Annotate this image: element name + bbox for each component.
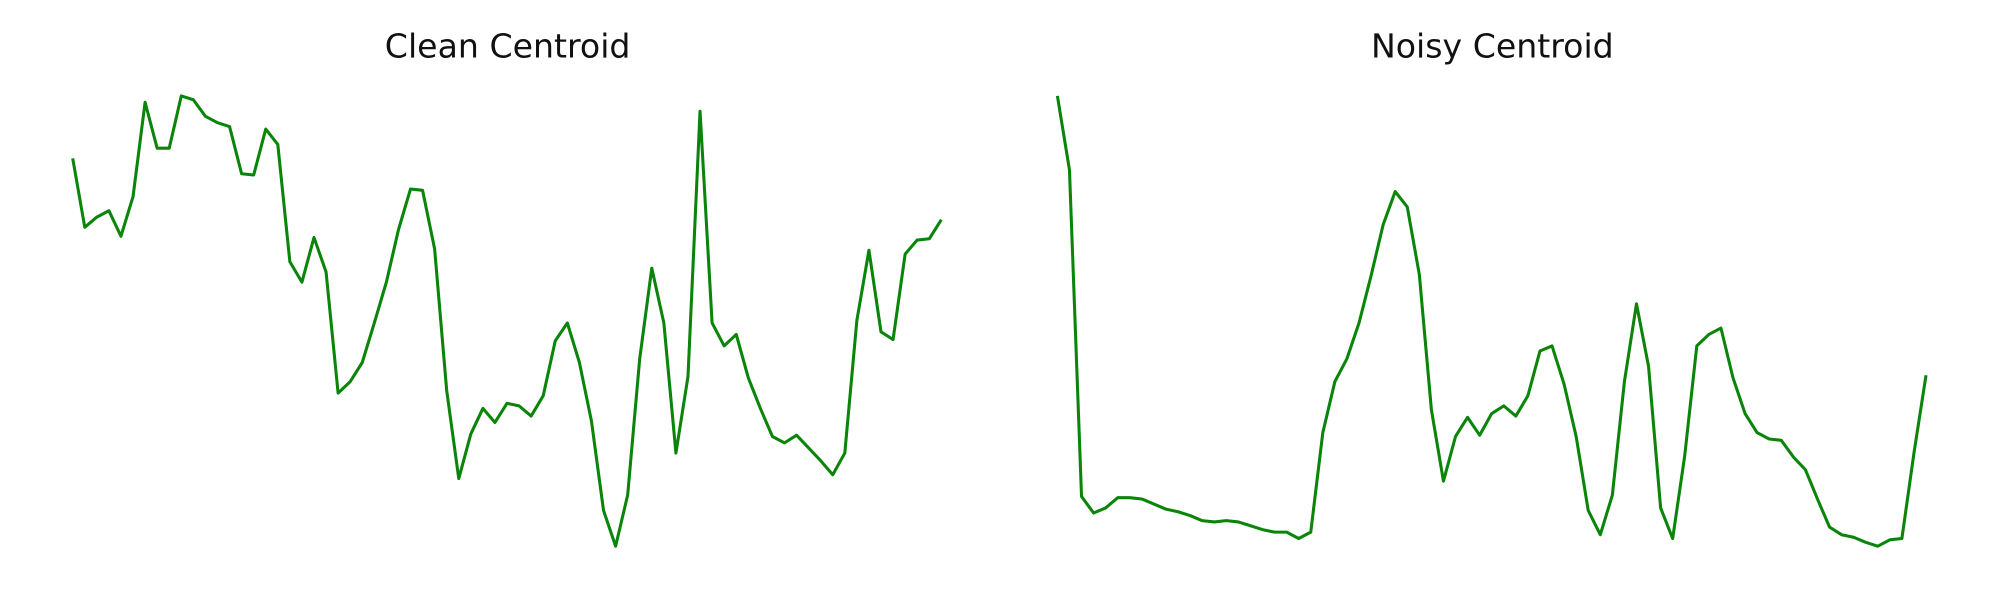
chart-title: Noisy Centroid: [1371, 27, 1614, 66]
line: [1055, 95, 1928, 548]
chart-title: Clean Centroid: [385, 27, 631, 66]
line: [71, 94, 943, 548]
